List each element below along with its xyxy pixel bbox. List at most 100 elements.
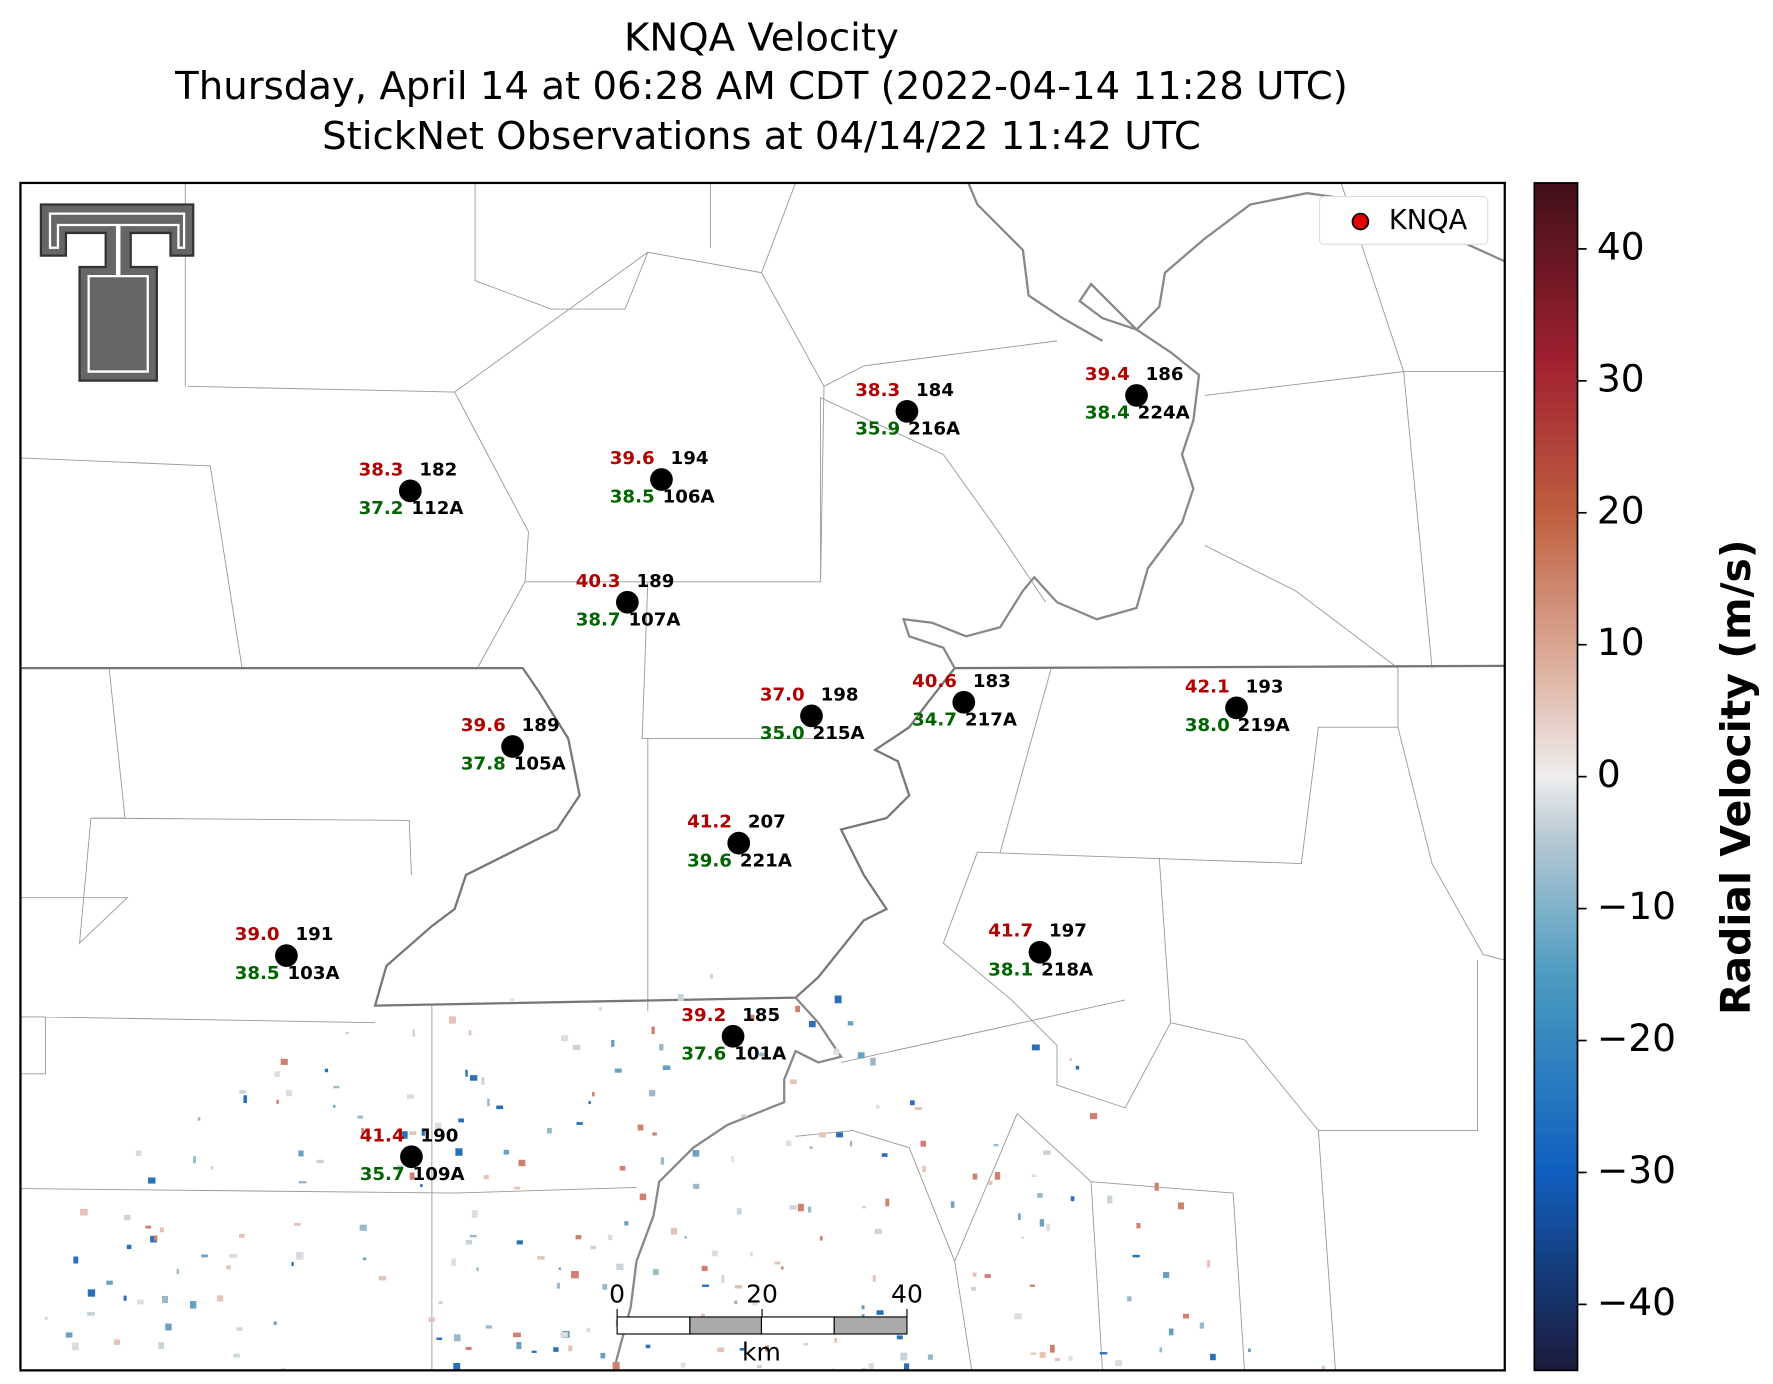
radar-echo xyxy=(861,1305,865,1310)
station-id: 215A xyxy=(813,723,865,744)
radar-echo xyxy=(124,1214,131,1221)
temperature: 39.0 xyxy=(235,924,280,945)
colorbar-tick-label: 20 xyxy=(1597,488,1645,532)
radar-echo xyxy=(872,1275,876,1282)
radar-echo xyxy=(875,1104,880,1109)
radar-echo xyxy=(1039,1219,1045,1227)
radar-echo xyxy=(298,1150,304,1157)
radar-echo xyxy=(236,1327,243,1331)
radar-echo xyxy=(576,1122,583,1125)
temperature: 37.0 xyxy=(760,684,805,705)
radar-echo xyxy=(396,1164,403,1173)
temperature: 38.3 xyxy=(855,380,900,401)
radar-echo xyxy=(734,1300,738,1305)
wind-direction: 197 xyxy=(1049,921,1087,942)
radar-echo xyxy=(402,1131,408,1139)
radar-echo xyxy=(114,1339,121,1345)
radar-echo xyxy=(721,1275,725,1284)
radar-echo xyxy=(345,1032,349,1035)
radar-echo xyxy=(1136,1223,1141,1229)
station-marker xyxy=(650,468,673,491)
radar-echo xyxy=(73,1256,79,1264)
radar-echo xyxy=(1029,1284,1036,1287)
radar-echo xyxy=(774,1261,781,1265)
dewpoint: 38.5 xyxy=(235,963,280,984)
radar-echo xyxy=(361,1127,364,1135)
radar-echo xyxy=(409,1172,415,1180)
radar-echo xyxy=(920,1140,926,1147)
radar-echo xyxy=(927,1354,933,1360)
scale-segment xyxy=(760,1316,835,1335)
radar-echo xyxy=(598,1007,602,1011)
colorbar-label: Radial Velocity (m/s) xyxy=(1712,539,1760,1015)
radar-echo xyxy=(586,1327,591,1333)
radar-echo xyxy=(711,1250,718,1257)
radar-echo xyxy=(516,1240,523,1245)
radar-echo xyxy=(561,1035,569,1042)
radar-echo xyxy=(1031,1174,1037,1178)
radar-echo xyxy=(378,1276,386,1281)
radar-echo xyxy=(210,1165,214,1170)
radar-echo xyxy=(868,1363,875,1370)
colorbar xyxy=(1533,182,1579,1372)
radar-echo xyxy=(689,1380,694,1383)
radar-echo xyxy=(857,1052,865,1059)
radar-echo xyxy=(702,1284,710,1287)
scale-bar: km 0 20 40 xyxy=(609,1279,923,1366)
radar-echo xyxy=(1154,1182,1159,1191)
radar-echo xyxy=(150,1235,158,1243)
radar-echo xyxy=(162,1295,169,1303)
station-id: 105A xyxy=(514,754,566,775)
radar-echo xyxy=(546,1128,552,1134)
title: KNQA Velocity xyxy=(624,15,899,60)
radar-echo xyxy=(469,1075,478,1081)
temperature: 40.6 xyxy=(912,671,957,692)
radar-echo xyxy=(148,1177,156,1184)
scale-segment xyxy=(616,1316,691,1335)
radar-echo xyxy=(651,1026,655,1035)
temperature: 41.7 xyxy=(988,921,1033,942)
radar-echo xyxy=(465,1239,473,1245)
radar-echo xyxy=(637,1124,644,1131)
radar-echo xyxy=(483,1175,489,1180)
radar-echo xyxy=(518,1159,526,1167)
radar-echo xyxy=(652,1132,657,1136)
radar-echo xyxy=(900,1352,908,1361)
radar-echo xyxy=(537,1256,545,1260)
dewpoint: 35.0 xyxy=(760,723,805,744)
radar-echo xyxy=(531,1350,537,1353)
radar-echo xyxy=(836,1132,843,1138)
scale-tick-label: 40 xyxy=(891,1279,923,1308)
radar-echo xyxy=(197,1117,201,1121)
radar-echo xyxy=(972,1173,978,1180)
colorbar-tick-label: −20 xyxy=(1597,1016,1676,1060)
radar-echo xyxy=(291,1261,294,1267)
radar-echo xyxy=(1014,1313,1022,1320)
station-id: 106A xyxy=(663,487,715,508)
station-marker xyxy=(1028,940,1052,964)
radar-echo xyxy=(201,1254,208,1258)
scale-segment xyxy=(689,1316,763,1335)
radar-echo xyxy=(420,1184,423,1188)
radar-echo xyxy=(950,1201,955,1208)
radar-echo xyxy=(1068,1356,1073,1361)
radar-echo xyxy=(1321,1365,1326,1371)
radar-echo xyxy=(748,1014,755,1021)
radar-echo xyxy=(639,1193,647,1201)
radar-echo xyxy=(1210,1353,1216,1361)
radar-echo xyxy=(833,1048,840,1055)
radar-echo xyxy=(560,1332,568,1338)
radar-echo xyxy=(276,1099,279,1104)
radar-echo xyxy=(455,1148,463,1156)
radar-echo xyxy=(1031,1044,1040,1051)
wind-direction: 182 xyxy=(419,459,457,480)
radar-echo xyxy=(669,1380,675,1384)
radar-echo xyxy=(558,1267,561,1270)
radar-echo xyxy=(616,1263,624,1271)
radar-echo xyxy=(407,1094,415,1099)
radar-echo xyxy=(1107,1195,1113,1204)
radar-echo xyxy=(591,1092,595,1097)
radar-echo xyxy=(1018,1213,1021,1220)
radar-echo xyxy=(571,1271,579,1279)
dewpoint: 39.6 xyxy=(687,850,732,871)
